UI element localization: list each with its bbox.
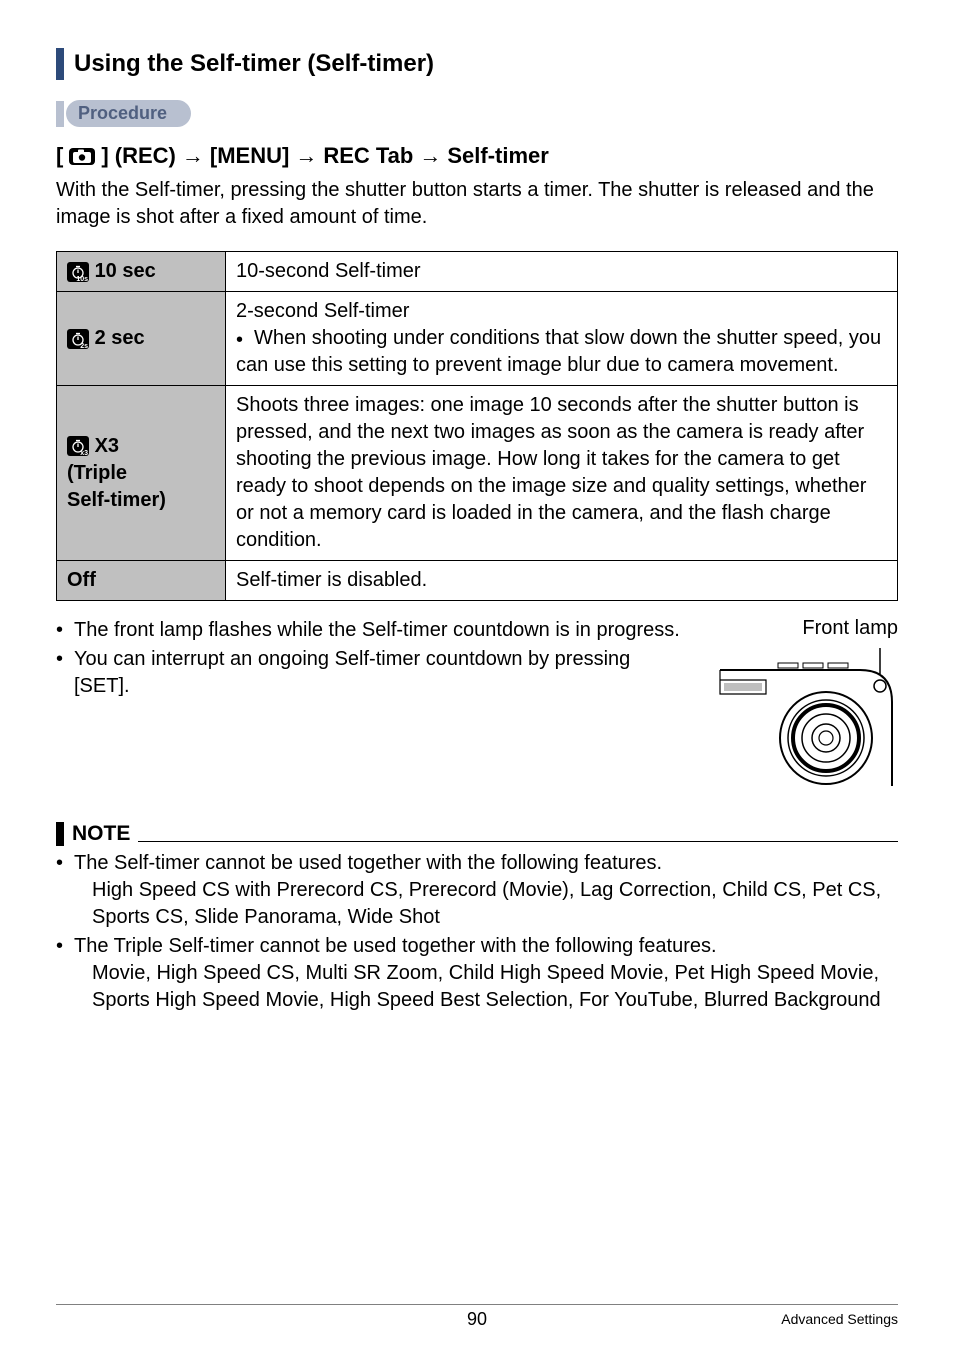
timer-10s-icon: 10s: [67, 262, 89, 282]
heading-accent-bar: [56, 48, 64, 80]
note-accent-bar: [56, 822, 64, 846]
arrow-icon: →: [295, 143, 317, 169]
row-desc: 2-second Self-timer When shooting under …: [226, 292, 898, 386]
list-item: The Triple Self-timer cannot be used tog…: [56, 933, 898, 1014]
note-label: NOTE: [72, 822, 130, 846]
table-row: x3 X3 (Triple Self-timer) Shoots three i…: [57, 386, 898, 561]
procedure-pill: Procedure: [66, 100, 191, 127]
note-rule: [138, 831, 898, 842]
note-main: The Self-timer cannot be used together w…: [74, 852, 662, 874]
table-row: Off Self-timer is disabled.: [57, 561, 898, 601]
row-desc: Shoots three images: one image 10 second…: [226, 386, 898, 561]
row-desc: 10-second Self-timer: [226, 252, 898, 292]
procedure-label: Procedure: [56, 100, 898, 127]
row-desc: Self-timer is disabled.: [226, 561, 898, 601]
breadcrumb-item: Self-timer: [447, 143, 548, 169]
list-item: The front lamp flashes while the Self-ti…: [56, 617, 898, 644]
timer-2s-icon: 2s: [67, 329, 89, 349]
intro-paragraph: With the Self-timer, pressing the shutte…: [56, 177, 898, 231]
list-item: You can interrupt an ongoing Self-timer …: [56, 646, 898, 700]
arrow-icon: →: [419, 143, 441, 169]
note-main: The Triple Self-timer cannot be used tog…: [74, 935, 717, 957]
breadcrumb-tab: REC Tab: [323, 143, 413, 169]
timer-x3-icon: x3: [67, 436, 89, 456]
procedure-accent-bar: [56, 101, 64, 127]
breadcrumb-rec: ] (REC): [101, 143, 176, 169]
post-table-bullets: The front lamp flashes while the Self-ti…: [56, 617, 898, 700]
breadcrumb: [ ] (REC) → [MENU] → REC Tab → Self-time…: [56, 143, 898, 169]
desc-bullet: When shooting under conditions that slow…: [236, 327, 881, 376]
row-label-text: 2 sec: [95, 327, 145, 349]
footer-section: Advanced Settings: [781, 1311, 898, 1327]
icon-subscript: x3: [80, 450, 88, 457]
row-label: 2s 2 sec: [57, 292, 226, 386]
icon-subscript: 10s: [76, 276, 88, 283]
row-label-line2: (Triple: [67, 462, 127, 484]
row-label: Off: [57, 561, 226, 601]
page-number: 90: [467, 1309, 487, 1330]
note-heading: NOTE: [56, 822, 898, 846]
row-label: 10s 10 sec: [57, 252, 226, 292]
breadcrumb-bracket-open: [: [56, 143, 63, 169]
note-sub: Movie, High Speed CS, Multi SR Zoom, Chi…: [92, 960, 898, 1014]
breadcrumb-menu: [MENU]: [210, 143, 289, 169]
camera-icon: [69, 148, 95, 165]
row-label-text: Off: [67, 569, 96, 591]
page-footer: 90 Advanced Settings: [56, 1304, 898, 1327]
table-row: 10s 10 sec 10-second Self-timer: [57, 252, 898, 292]
heading-text: Using the Self-timer (Self-timer): [74, 50, 434, 78]
row-label-line3: Self-timer): [67, 489, 166, 511]
row-label-text: X3: [95, 435, 119, 457]
list-item: The Self-timer cannot be used together w…: [56, 850, 898, 931]
settings-table: 10s 10 sec 10-second Self-timer 2s 2 sec…: [56, 251, 898, 601]
row-label-text: 10 sec: [95, 260, 156, 282]
table-row: 2s 2 sec 2-second Self-timer When shooti…: [57, 292, 898, 386]
note-sub: High Speed CS with Prerecord CS, Prereco…: [92, 877, 898, 931]
note-bullets: The Self-timer cannot be used together w…: [56, 850, 898, 1014]
arrow-icon: →: [182, 143, 204, 169]
icon-subscript: 2s: [80, 343, 88, 350]
main-heading: Using the Self-timer (Self-timer): [56, 48, 898, 80]
desc-line1: 2-second Self-timer: [236, 300, 409, 322]
row-label: x3 X3 (Triple Self-timer): [57, 386, 226, 561]
